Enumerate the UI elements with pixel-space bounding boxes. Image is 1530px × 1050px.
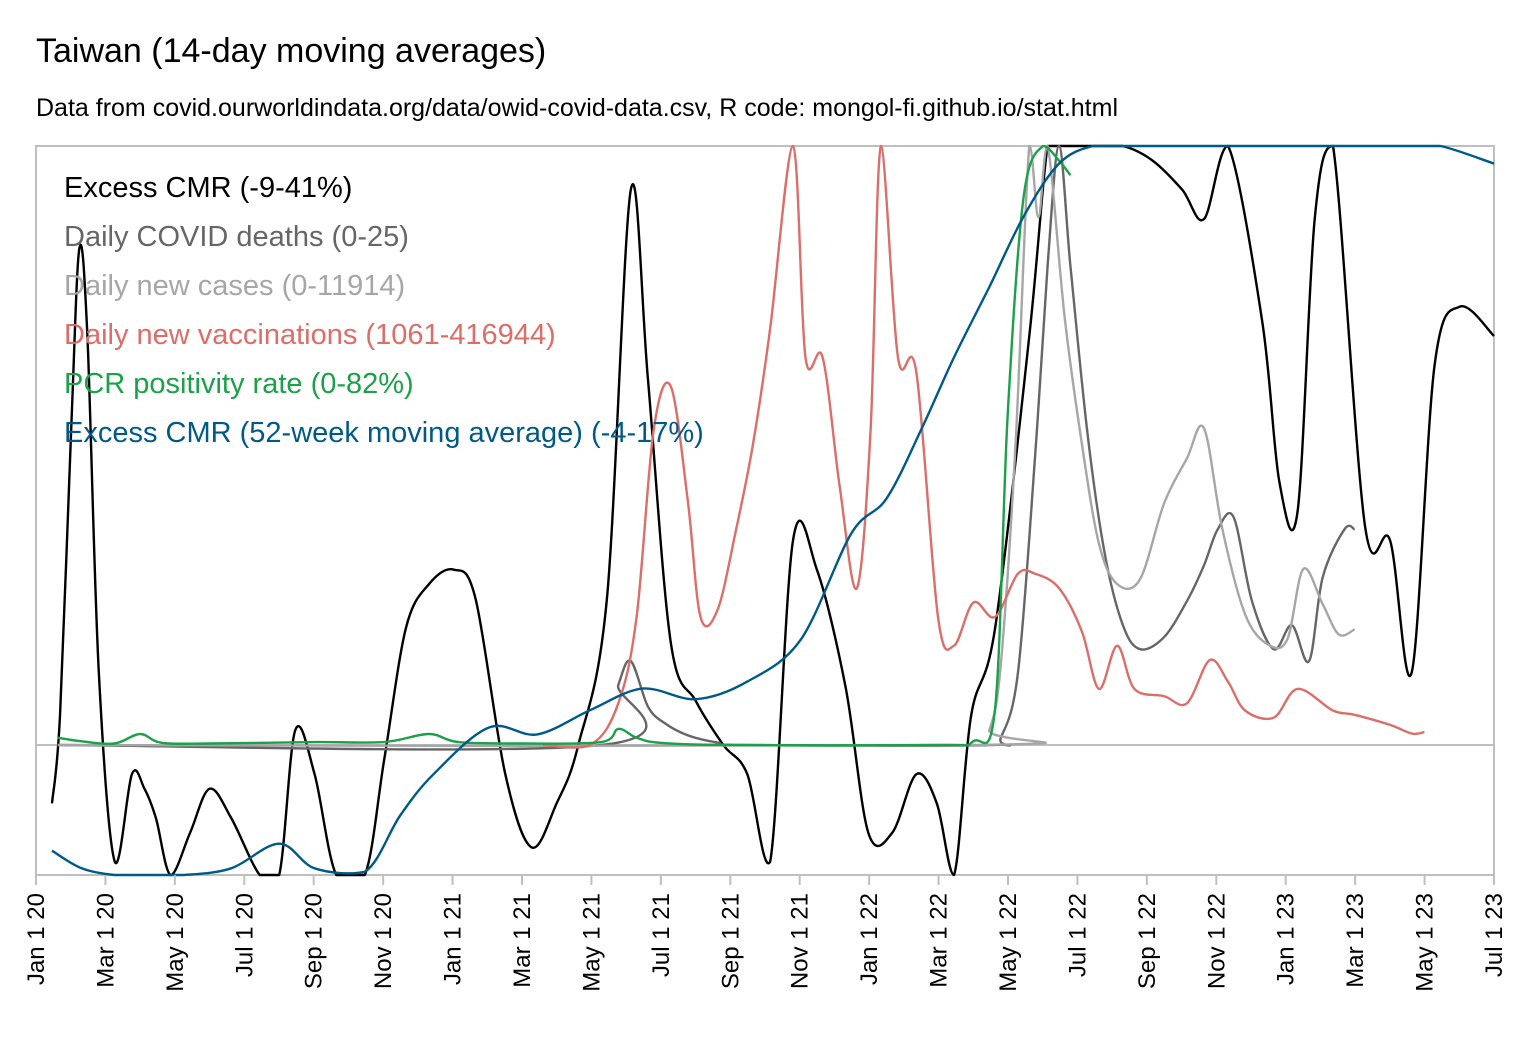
series-line-0 bbox=[50, 144, 1495, 877]
series-line-4 bbox=[57, 144, 1072, 747]
x-tick-label: Nov 1 20 bbox=[370, 893, 397, 989]
chart-subtitle: Data from covid.ourworldindata.org/data/… bbox=[36, 94, 1118, 122]
x-tick-label: Sep 1 20 bbox=[301, 893, 328, 989]
legend-entry: Daily COVID deaths (0-25) bbox=[64, 221, 409, 253]
x-tick-label: Jul 1 20 bbox=[231, 893, 258, 977]
x-tick-label: Nov 1 21 bbox=[787, 893, 814, 989]
x-tick-label: May 1 22 bbox=[995, 893, 1022, 992]
legend-entry: Excess CMR (-9-41%) bbox=[64, 172, 352, 204]
series-line-1 bbox=[57, 144, 1356, 751]
series-layer bbox=[50, 144, 1495, 877]
x-tick-label: Sep 1 22 bbox=[1134, 893, 1161, 989]
legend-entry: Daily new vaccinations (1061-416944) bbox=[64, 319, 556, 351]
x-tick-label: Jan 1 21 bbox=[440, 893, 467, 985]
x-tick-label: Jul 1 23 bbox=[1481, 893, 1508, 977]
x-tick-label: Jul 1 21 bbox=[648, 893, 675, 977]
x-tick-label: May 1 20 bbox=[162, 893, 189, 992]
x-tick-label: Mar 1 23 bbox=[1342, 893, 1369, 988]
x-tick-label: Nov 1 22 bbox=[1203, 893, 1230, 989]
x-tick-label: Mar 1 20 bbox=[92, 893, 119, 988]
x-tick-label: Jan 1 23 bbox=[1273, 893, 1300, 985]
series-line-3 bbox=[542, 144, 1425, 749]
legend-entry: Daily new cases (0-11914) bbox=[64, 270, 405, 302]
legend: Excess CMR (-9-41%) Daily COVID deaths (0… bbox=[64, 172, 704, 449]
x-tick-label: Jul 1 22 bbox=[1064, 893, 1091, 977]
x-tick-label: Sep 1 21 bbox=[717, 893, 744, 989]
x-tick-label: Jan 1 22 bbox=[856, 893, 883, 985]
x-tick-label: May 1 23 bbox=[1412, 893, 1439, 992]
legend-entry: Excess CMR (52-week moving average) (-4-… bbox=[64, 417, 704, 449]
x-tick-label: Mar 1 21 bbox=[509, 893, 536, 988]
legend-entry: PCR positivity rate (0-82%) bbox=[64, 368, 414, 400]
x-tick-label: May 1 21 bbox=[578, 893, 605, 992]
x-tick-label: Mar 1 22 bbox=[926, 893, 953, 988]
x-axis: Jan 1 20 Mar 1 20 May 1 20 Jul 1 20 Sep 1 20… bbox=[23, 875, 1508, 992]
plot-frame bbox=[35, 145, 1495, 876]
chart-title: Taiwan (14-day moving averages) bbox=[36, 32, 546, 70]
series-line-5 bbox=[51, 144, 1495, 877]
x-tick-label: Jan 1 20 bbox=[23, 893, 50, 985]
